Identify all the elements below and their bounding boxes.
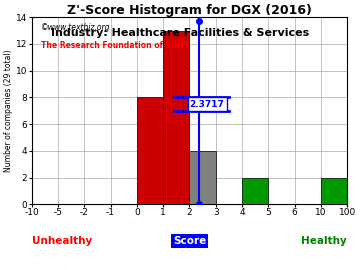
Bar — [137, 97, 163, 204]
Bar — [321, 178, 347, 204]
Bar — [189, 151, 216, 204]
Text: Industry: Healthcare Facilities & Services: Industry: Healthcare Facilities & Servic… — [51, 28, 309, 38]
Title: Z'-Score Histogram for DGX (2016): Z'-Score Histogram for DGX (2016) — [67, 4, 312, 17]
Text: ©www.textbiz.org: ©www.textbiz.org — [41, 23, 111, 32]
Y-axis label: Number of companies (29 total): Number of companies (29 total) — [4, 49, 13, 172]
Text: The Research Foundation of SUNY: The Research Foundation of SUNY — [41, 42, 189, 50]
Bar — [163, 31, 189, 204]
Text: Healthy: Healthy — [301, 236, 347, 246]
Text: 2.3717: 2.3717 — [190, 100, 225, 109]
Bar — [242, 178, 268, 204]
Text: Unhealthy: Unhealthy — [32, 236, 92, 246]
Text: Score: Score — [173, 236, 206, 246]
